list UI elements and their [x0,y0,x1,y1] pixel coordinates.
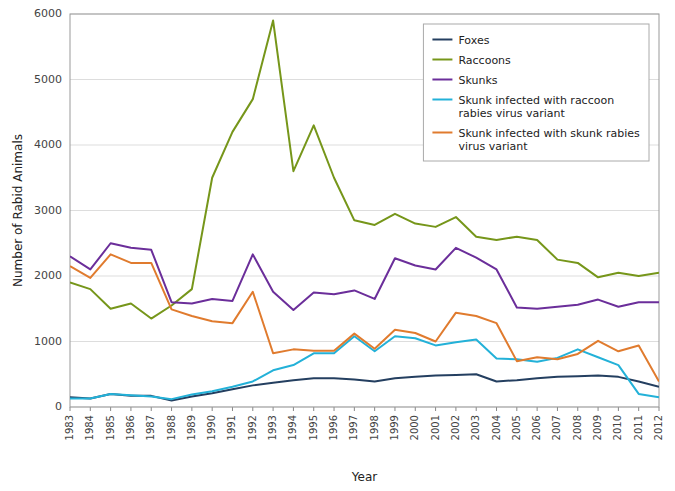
x-tick-label: 1993 [267,415,278,440]
x-tick-label: 2010 [612,415,623,440]
x-tick-label: 1999 [389,415,400,440]
x-tick [577,407,578,411]
y-tick-label: 0 [55,400,62,413]
x-tick-label: 1988 [166,415,177,440]
x-tick-label: 2009 [592,415,603,440]
x-tick-label: 1983 [64,415,75,440]
x-tick-label: 2001 [430,415,441,440]
x-tick [537,407,538,411]
legend-swatch [432,99,452,101]
x-tick [313,407,314,411]
x-tick-label: 1992 [247,415,258,440]
x-tick-label: 1987 [145,415,156,440]
series-line [70,21,659,319]
x-tick-label: 2005 [511,415,522,440]
x-tick-label: 1995 [308,415,319,440]
legend-label: Skunks [458,74,497,87]
legend-label: Skunk infected with raccoonrabies virus … [458,94,614,120]
grid [70,14,659,407]
x-tick [354,407,355,411]
x-tick [659,407,660,411]
x-tick-label: 1994 [287,415,298,440]
y-tick-label: 5000 [34,73,62,86]
series-line [70,254,659,381]
x-tick-label: 2004 [491,415,502,440]
series-line [70,336,659,399]
legend-swatch [432,132,452,134]
x-tick-label: 2000 [409,415,420,440]
x-tick-label: 1990 [206,415,217,440]
x-tick [435,407,436,411]
chart: 0 1000 2000 3000 4000 5000 6000 1983 1984 1985 198… [0,0,675,491]
legend: Foxes Raccoons Skunks Skunk infected with r… [423,24,649,161]
x-tick-label: 1985 [105,415,116,440]
x-tick-label: 2003 [470,415,481,440]
x-tick [151,407,152,411]
x-tick [110,407,111,411]
x-tick [171,407,172,411]
x-tick [415,407,416,411]
x-tick [293,407,294,411]
x-tick [273,407,274,411]
x-tick [90,407,91,411]
x-tick-label: 2007 [551,415,562,440]
legend-label: Raccoons [458,54,511,67]
y-tick-label: 2000 [34,269,62,282]
x-tick [334,407,335,411]
y-tick-label: 6000 [34,7,62,20]
x-tick-label: 1991 [226,415,237,440]
legend-label: Skunk infected with skunk rabiesvirus va… [458,127,640,153]
legend-swatch [432,59,452,61]
x-tick-label: 1996 [328,415,339,440]
x-tick-label: 2002 [450,415,461,440]
x-tick-label: 1989 [186,415,197,440]
y-tick-label: 1000 [34,335,62,348]
x-tick-label: 2012 [653,415,664,440]
x-tick-label: 2011 [633,415,644,440]
x-tick [374,407,375,411]
x-tick [476,407,477,411]
x-tick-label: 1997 [348,415,359,440]
x-tick [638,407,639,411]
legend-swatch [432,79,452,81]
x-tick [516,407,517,411]
x-tick [557,407,558,411]
series-line [70,243,659,310]
x-tick [455,407,456,411]
x-tick [191,407,192,411]
legend-swatch [432,39,452,41]
legend-label: Foxes [458,34,489,47]
x-tick-label: 1984 [84,415,95,440]
x-tick [394,407,395,411]
x-tick-label: 2006 [531,415,542,440]
x-tick [598,407,599,411]
x-tick [496,407,497,411]
x-tick [130,407,131,411]
x-axis-label: Year [351,470,377,484]
legend-box [423,24,649,161]
x-tick-label: 1998 [369,415,380,440]
x-tick-label: 1986 [125,415,136,440]
x-tick [232,407,233,411]
x-tick [212,407,213,411]
plot-frame [70,14,659,407]
y-tick-label: 4000 [34,138,62,151]
y-axis-label: Number of Rabid Animals [11,134,25,287]
y-tick-label: 3000 [34,204,62,217]
x-tick [70,407,71,411]
grid-line [70,210,659,211]
x-tick-label: 2008 [572,415,583,440]
x-tick [618,407,619,411]
x-tick [252,407,253,411]
lines [70,21,659,401]
grid-line [70,276,659,277]
